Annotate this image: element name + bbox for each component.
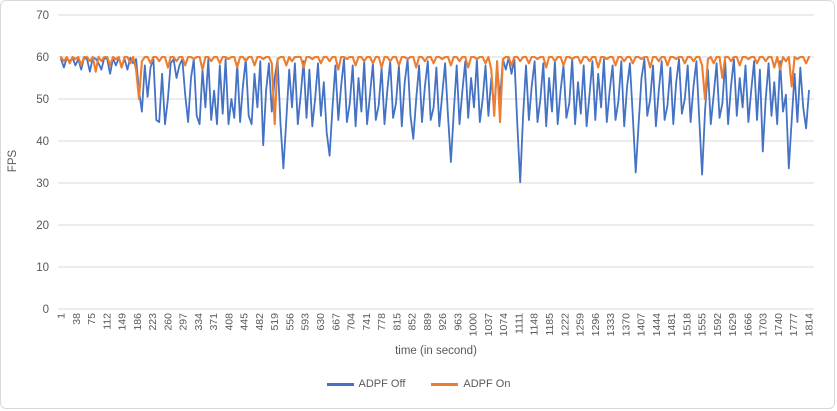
legend-line-swatch-blue (326, 382, 354, 386)
x-tick-label: 778 (376, 313, 388, 331)
x-tick-label: 1555 (697, 313, 709, 337)
x-tick-label: 630 (315, 313, 327, 331)
x-tick-label: 1037 (483, 313, 495, 337)
y-tick-label: 70 (36, 10, 49, 22)
x-tick-label: 38 (71, 313, 83, 325)
x-tick-label: 1259 (575, 313, 587, 337)
y-tick-label: 50 (36, 94, 49, 106)
x-tick-label: 593 (300, 313, 312, 331)
x-tick-label: 1407 (636, 313, 648, 337)
series-line-adpf-on (59, 55, 811, 126)
x-tick-label: 1777 (788, 313, 800, 337)
y-tick-label: 10 (36, 262, 49, 274)
legend-item-adpf-off: ADPF Off (326, 378, 406, 390)
x-tick-label: 1666 (742, 313, 754, 337)
series-line-adpf-off (60, 56, 810, 184)
y-tick-label: 30 (36, 178, 49, 190)
x-tick-label: 1629 (727, 313, 739, 337)
x-tick-label: 667 (330, 313, 342, 331)
x-tick-label: 371 (208, 313, 220, 331)
x-tick-label: 1518 (681, 313, 693, 337)
x-tick-label: 1814 (804, 313, 816, 337)
x-tick-label: 445 (239, 313, 251, 331)
x-tick-label: 1074 (498, 313, 510, 337)
y-axis-title: FPS (7, 149, 19, 173)
x-tick-label: 741 (361, 313, 373, 331)
x-tick-label: 223 (147, 313, 159, 331)
x-tick-label: 815 (391, 313, 403, 331)
x-tick-label: 1111 (513, 313, 525, 334)
legend-label-adpf-on: ADPF On (463, 378, 511, 390)
x-tick-label: 482 (254, 313, 266, 331)
x-tick-label: 149 (117, 313, 129, 331)
x-tick-label: 1740 (773, 313, 785, 337)
x-tick-label: 889 (422, 313, 434, 331)
y-tick-label: 40 (36, 136, 49, 148)
legend-line-swatch-orange (431, 382, 459, 386)
legend: ADPF Off ADPF On (1, 378, 834, 390)
x-tick-label: 1185 (544, 313, 556, 336)
x-tick-label: 1148 (529, 313, 541, 336)
x-tick-label: 1333 (605, 313, 617, 337)
x-tick-label: 1370 (620, 313, 632, 337)
x-tick-label: 1481 (666, 313, 678, 337)
x-tick-label: 186 (132, 313, 144, 331)
x-tick-label: 334 (193, 313, 205, 331)
x-tick-label: 556 (284, 313, 296, 331)
x-tick-label: 75 (86, 313, 98, 325)
x-tick-label: 408 (223, 313, 235, 331)
x-tick-label: 1000 (468, 313, 480, 337)
x-tick-label: 519 (269, 313, 281, 331)
x-tick-label: 1444 (651, 313, 663, 337)
x-tick-label: 1222 (559, 313, 571, 337)
x-tick-label: 260 (162, 313, 174, 331)
y-tick-label: 0 (43, 304, 49, 316)
x-tick-label: 1 (56, 313, 68, 319)
x-tick-label: 852 (407, 313, 419, 331)
y-tick-label: 60 (36, 52, 49, 64)
legend-item-adpf-on: ADPF On (431, 378, 510, 390)
y-tick-label: 20 (36, 220, 49, 232)
x-tick-label: 112 (101, 313, 113, 330)
x-tick-label: 926 (437, 313, 449, 331)
x-tick-label: 1592 (712, 313, 724, 337)
x-tick-label: 704 (346, 313, 358, 331)
x-tick-label: 297 (178, 313, 190, 331)
x-tick-label: 963 (452, 313, 464, 331)
x-tick-label: 1296 (590, 313, 602, 337)
x-tick-label: 1703 (758, 313, 770, 337)
x-axis-title: time (in second) (395, 345, 477, 357)
legend-label-adpf-off: ADPF Off (358, 378, 406, 390)
